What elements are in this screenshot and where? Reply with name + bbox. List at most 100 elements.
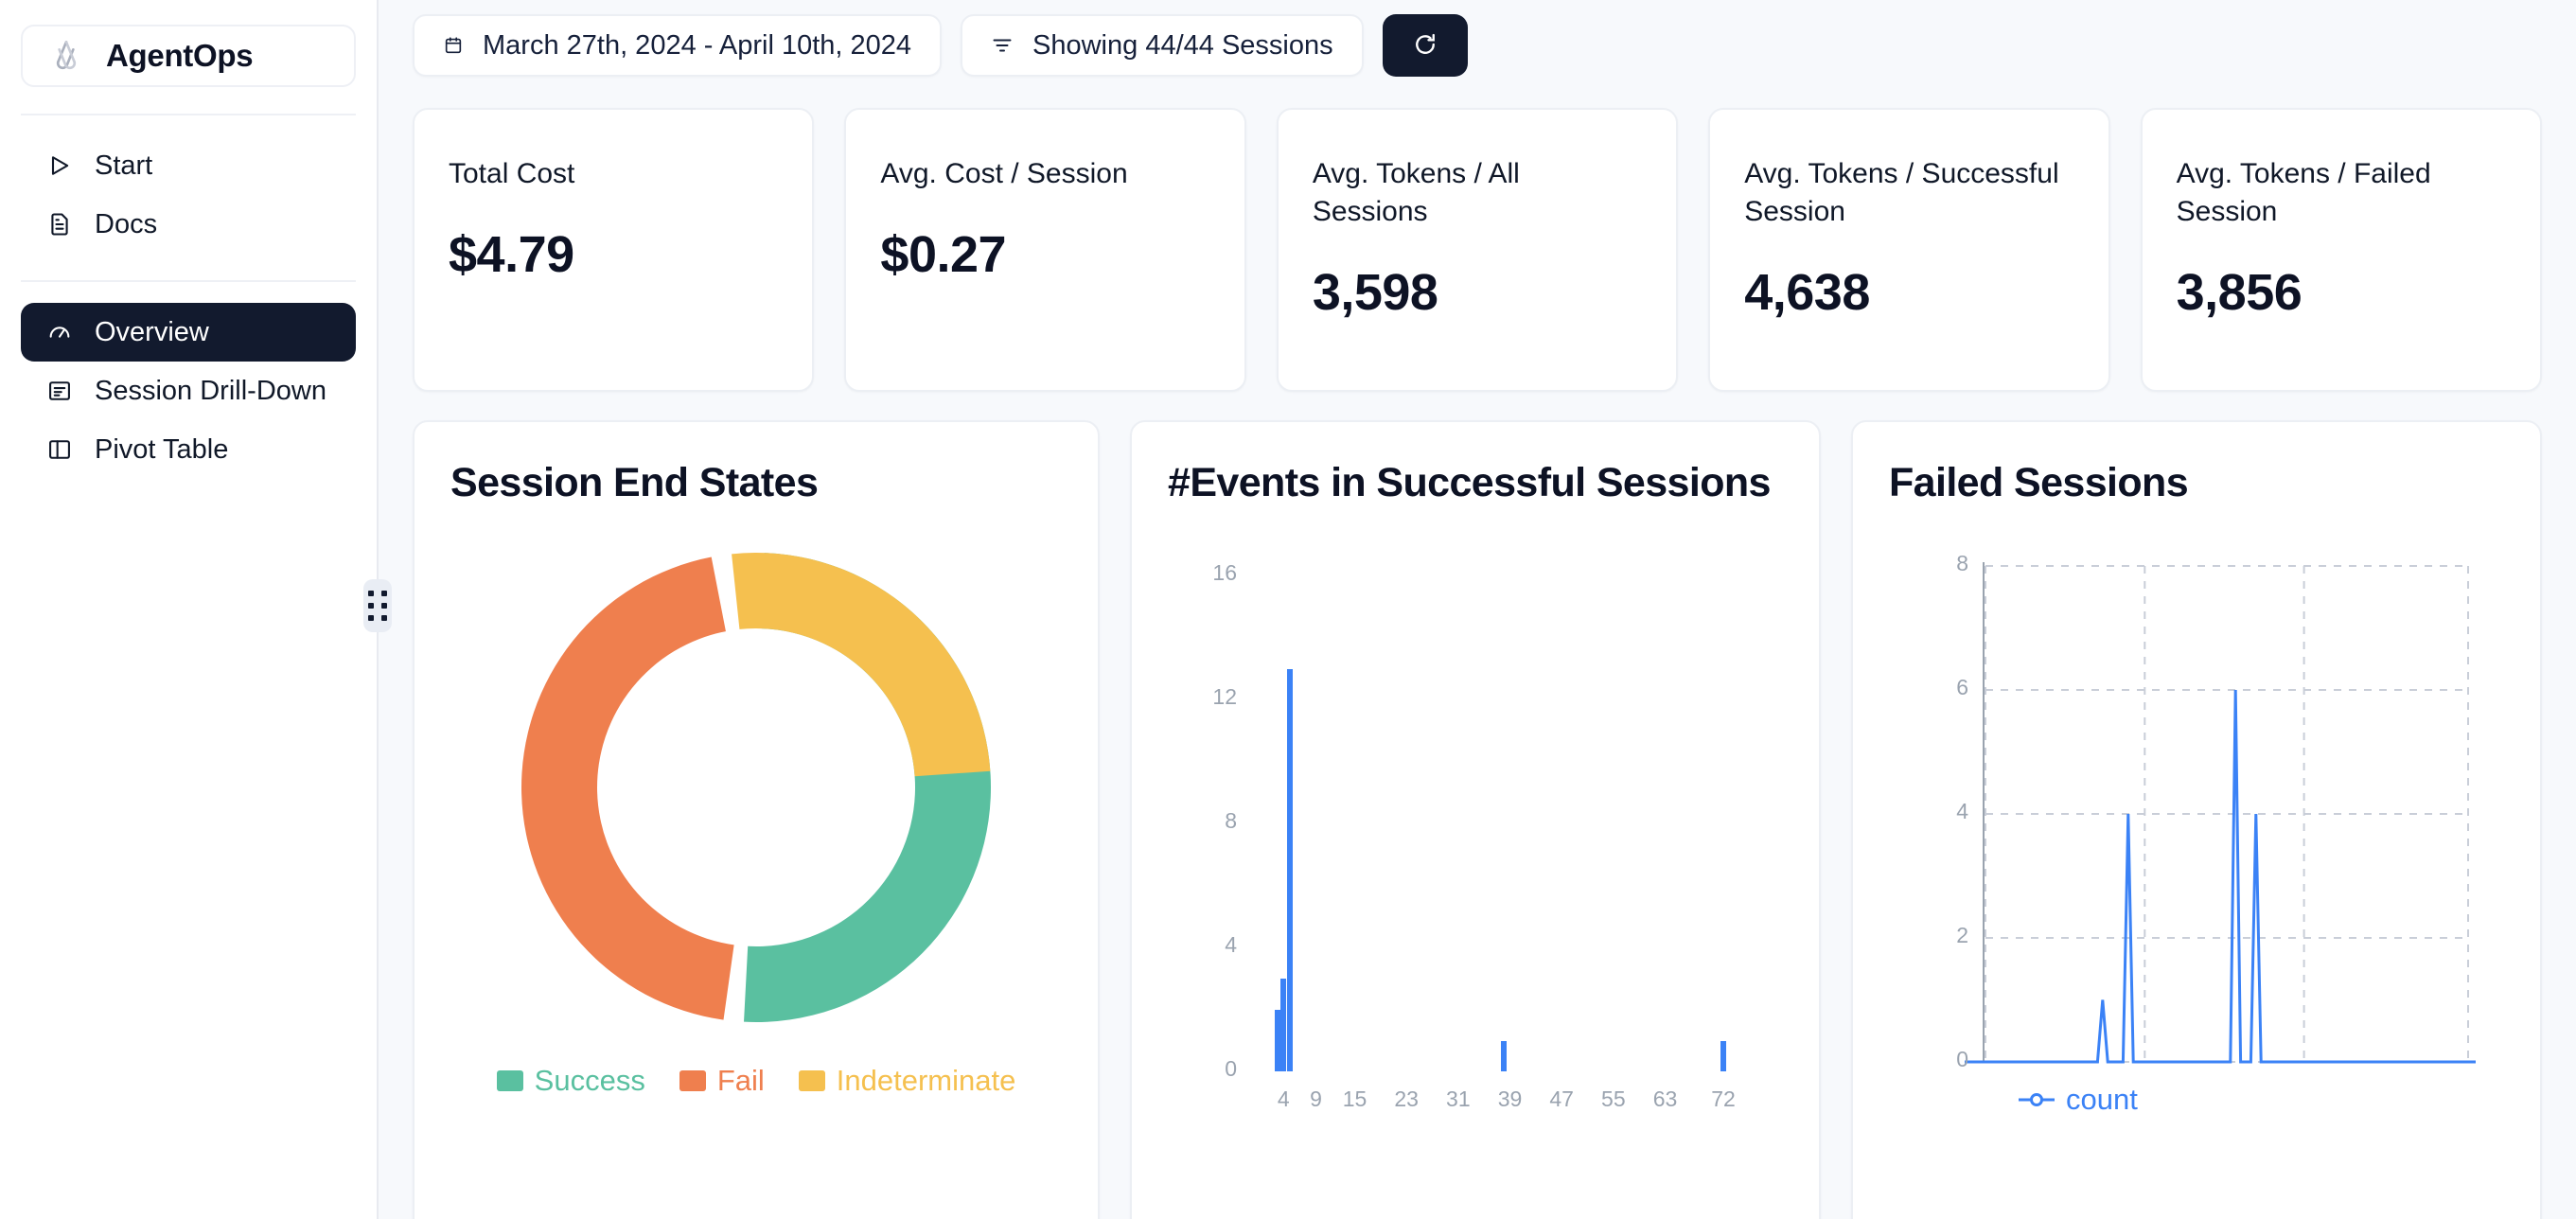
x-tick-label: 4 <box>1277 1086 1290 1112</box>
brand-button[interactable]: AgentOps <box>21 25 356 87</box>
stat-card-avg-cost-session: Avg. Cost / Session $0.27 <box>844 108 1246 392</box>
stat-card-avg-tokens-all-sessions: Avg. Tokens / All Sessions 3,598 <box>1276 108 1679 392</box>
columns-icon <box>45 435 74 464</box>
legend-label-indeterminate: Indeterminate <box>836 1064 1016 1098</box>
chart-card-events-in-successful-sessions: #Events in Successful Sessions 16 12 8 4 0 4 9… <box>1130 420 1821 1219</box>
paperclip-logo-icon <box>47 37 85 75</box>
line-chart-legend-label: count <box>2066 1083 2138 1117</box>
line-series-count[interactable] <box>1965 690 2476 1064</box>
bar[interactable] <box>1274 1009 1280 1072</box>
date-range-picker[interactable]: March 27th, 2024 - April 10th, 2024 <box>413 14 943 77</box>
chart-card-session-end-states: Session End States Success Fail <box>413 420 1100 1219</box>
y-tick-label: 8 <box>1956 551 1968 576</box>
line-chart-legend[interactable]: count <box>2017 1083 2138 1117</box>
bar-chart: 16 12 8 4 0 4 9 15 23 31 39 47 55 63 72 <box>1168 528 1783 1153</box>
y-tick-label: 4 <box>1956 799 1968 824</box>
legend-swatch-indeterminate <box>798 1070 825 1092</box>
sidebar-divider-mid <box>21 280 356 282</box>
x-tick-label: 72 <box>1711 1086 1736 1112</box>
list-panel-icon <box>45 377 74 405</box>
x-tick-label: 9 <box>1310 1086 1322 1112</box>
y-tick-label: 4 <box>1225 932 1237 958</box>
stat-label: Avg. Tokens / Successful Session <box>1744 158 2059 227</box>
sidebar-item-label-start: Start <box>95 150 153 181</box>
donut-segment-indeterminate[interactable] <box>732 553 991 777</box>
stat-card-avg-tokens-successful-session: Avg. Tokens / Successful Session 4,638 <box>1708 108 2110 392</box>
sidebar-item-label-pivot-table: Pivot Table <box>95 433 229 465</box>
x-tick-label: 15 <box>1342 1086 1367 1112</box>
refresh-button[interactable] <box>1382 14 1468 77</box>
calendar-icon <box>443 35 464 56</box>
sidebar-item-label-docs: Docs <box>95 208 158 239</box>
legend-item-fail[interactable]: Fail <box>679 1064 765 1098</box>
play-triangle-icon <box>45 151 74 180</box>
y-tick-label: 0 <box>1225 1056 1237 1082</box>
y-tick-label: 12 <box>1212 684 1237 710</box>
grip-dots-icon <box>368 591 387 621</box>
line-circle-marker-icon <box>2017 1083 2056 1117</box>
bar[interactable] <box>1500 1040 1507 1072</box>
stat-label: Avg. Cost / Session <box>880 158 1128 189</box>
bar[interactable] <box>1287 668 1294 1072</box>
line-chart-svg <box>1965 562 2476 1064</box>
y-tick-label: 6 <box>1956 675 1968 700</box>
sidebar-item-label-overview: Overview <box>95 316 209 347</box>
nav-group-secondary: Overview Session Drill-Down <box>0 282 377 479</box>
chart-title: #Events in Successful Sessions <box>1168 460 1771 505</box>
stat-label: Avg. Tokens / All Sessions <box>1312 158 1520 227</box>
sidebar-item-start[interactable]: Start <box>21 136 356 195</box>
line-chart: 0 2 4 6 8 count <box>1889 528 2504 1153</box>
y-tick-label: 2 <box>1956 923 1968 948</box>
sidebar-item-pivot-table[interactable]: Pivot Table <box>21 420 356 479</box>
sidebar-item-label-session-drill-down: Session Drill-Down <box>95 375 326 406</box>
sidebar-item-session-drill-down[interactable]: Session Drill-Down <box>21 362 356 420</box>
chart-card-failed-sessions: Failed Sessions 0 2 4 6 8 count <box>1851 420 2542 1219</box>
filter-icon <box>991 34 1014 57</box>
chart-title: Failed Sessions <box>1889 460 2189 505</box>
stat-card-total-cost: Total Cost $4.79 <box>413 108 815 392</box>
stat-card-avg-tokens-failed-session: Avg. Tokens / Failed Session 3,856 <box>2140 108 2543 392</box>
brand-name: AgentOps <box>106 38 254 73</box>
stat-value: 3,856 <box>2176 263 2303 321</box>
sessions-filter-button[interactable]: Showing 44/44 Sessions <box>961 14 1364 77</box>
sidebar-resize-handle[interactable] <box>363 579 392 632</box>
donut-svg <box>520 553 992 1023</box>
nav-group-primary: Start Docs <box>0 115 377 254</box>
y-tick-label: 16 <box>1212 560 1237 586</box>
x-tick-label: 23 <box>1394 1086 1419 1112</box>
legend-item-success[interactable]: Success <box>496 1064 645 1098</box>
donut-legend: Success Fail Indeterminate <box>450 1064 1062 1098</box>
sidebar-item-docs[interactable]: Docs <box>21 195 356 254</box>
main-content: March 27th, 2024 - April 10th, 2024 Show… <box>379 0 2576 1219</box>
legend-swatch-success <box>496 1070 523 1092</box>
document-text-icon <box>45 210 74 238</box>
stat-value: 3,598 <box>1312 263 1438 321</box>
x-tick-label: 47 <box>1549 1086 1574 1112</box>
date-range-label: March 27th, 2024 - April 10th, 2024 <box>483 29 912 61</box>
x-tick-label: 39 <box>1497 1086 1523 1112</box>
donut-segment-fail[interactable] <box>520 557 734 1021</box>
toolbar: March 27th, 2024 - April 10th, 2024 Show… <box>413 0 2542 91</box>
bar[interactable] <box>1720 1040 1726 1072</box>
y-tick-label: 8 <box>1225 808 1237 834</box>
y-tick-label: 0 <box>1956 1047 1968 1072</box>
donut-chart <box>450 532 1062 1043</box>
x-tick-label: 55 <box>1601 1086 1626 1112</box>
stat-value: $4.79 <box>449 225 574 283</box>
gauge-icon <box>45 318 74 346</box>
legend-label-fail: Fail <box>716 1064 765 1098</box>
sidebar-item-overview[interactable]: Overview <box>21 303 356 362</box>
refresh-icon <box>1411 30 1439 62</box>
bar[interactable] <box>1280 979 1287 1072</box>
legend-label-success: Success <box>534 1064 645 1098</box>
sidebar-divider-top <box>21 114 356 115</box>
chart-title: Session End States <box>450 460 819 505</box>
x-tick-label: 63 <box>1652 1086 1678 1112</box>
chart-cards-row: Session End States Success Fail <box>413 420 2542 1219</box>
x-tick-label: 31 <box>1446 1086 1471 1112</box>
sessions-filter-label: Showing 44/44 Sessions <box>1032 29 1333 61</box>
legend-swatch-fail <box>679 1070 706 1092</box>
legend-item-indeterminate[interactable]: Indeterminate <box>798 1064 1016 1098</box>
stat-value: $0.27 <box>880 225 1007 283</box>
